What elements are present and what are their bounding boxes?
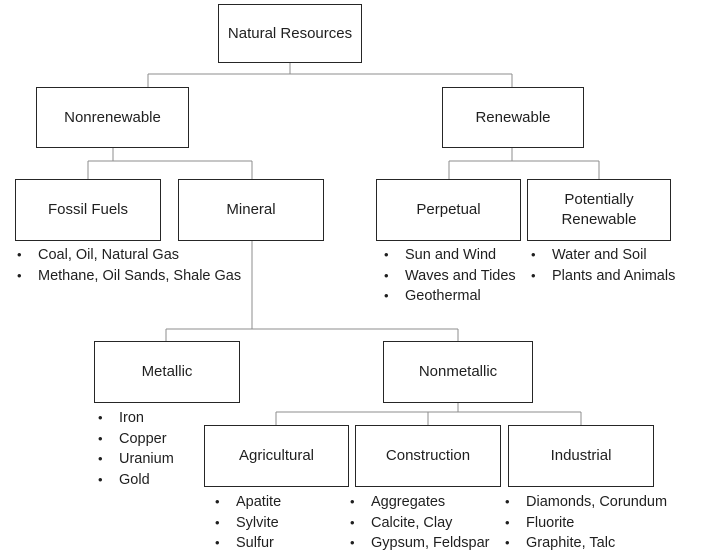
list-item: Gypsum, Feldspar <box>348 533 489 554</box>
node-natural-resources: Natural Resources <box>218 4 362 63</box>
list-item: Methane, Oil Sands, Shale Gas <box>15 266 241 287</box>
node-renewable-label: Renewable <box>475 108 551 126</box>
list-item: Graphite, Talc <box>503 533 667 554</box>
node-natural-resources-label: Natural Resources <box>227 24 353 42</box>
node-nonrenewable: Nonrenewable <box>36 87 189 148</box>
node-perpetual-label: Perpetual <box>416 201 481 218</box>
list-item: Apatite <box>213 492 281 513</box>
node-metallic-label: Metallic <box>141 363 193 380</box>
list-item: Diamonds, Corundum <box>503 492 667 513</box>
list-potentially-renewable: Water and Soil Plants and Animals <box>529 245 675 286</box>
node-mineral: Mineral <box>178 179 324 241</box>
list-agricultural: Apatite Sylvite Sulfur <box>213 492 281 554</box>
list-fossil-fuels: Coal, Oil, Natural Gas Methane, Oil Sand… <box>15 245 241 286</box>
node-construction-label: Construction <box>385 447 471 464</box>
list-item: Waves and Tides <box>382 266 516 287</box>
list-industrial: Diamonds, Corundum Fluorite Graphite, Ta… <box>503 492 667 554</box>
node-agricultural: Agricultural <box>204 425 349 487</box>
list-item: Iron <box>96 408 174 429</box>
node-fossil-fuels: Fossil Fuels <box>15 179 161 241</box>
node-fossil-fuels-label: Fossil Fuels <box>47 201 129 218</box>
list-item: Gold <box>96 470 174 491</box>
node-nonrenewable-label: Nonrenewable <box>64 108 161 126</box>
node-metallic: Metallic <box>94 341 240 403</box>
node-industrial: Industrial <box>508 425 654 487</box>
list-metallic: Iron Copper Uranium Gold <box>96 408 174 490</box>
node-agricultural-label: Agricultural <box>238 447 315 464</box>
list-item: Sulfur <box>213 533 281 554</box>
list-item: Sylvite <box>213 513 281 534</box>
node-industrial-label: Industrial <box>550 447 612 464</box>
list-item: Fluorite <box>503 513 667 534</box>
list-item: Coal, Oil, Natural Gas <box>15 245 241 266</box>
list-item: Geothermal <box>382 286 516 307</box>
list-item: Plants and Animals <box>529 266 675 287</box>
list-perpetual: Sun and Wind Waves and Tides Geothermal <box>382 245 516 307</box>
node-potentially-renewable-label-line1: Potentially <box>564 191 634 208</box>
node-mineral-label: Mineral <box>226 201 276 218</box>
node-potentially-renewable: Potentially Renewable <box>527 179 671 241</box>
node-perpetual: Perpetual <box>376 179 521 241</box>
list-item: Calcite, Clay <box>348 513 489 534</box>
node-construction: Construction <box>355 425 501 487</box>
node-nonmetallic-label: Nonmetallic <box>418 363 498 380</box>
list-item: Aggregates <box>348 492 489 513</box>
node-potentially-renewable-label-line2: Renewable <box>561 211 637 228</box>
list-item: Copper <box>96 429 174 450</box>
list-item: Sun and Wind <box>382 245 516 266</box>
node-renewable: Renewable <box>442 87 584 148</box>
node-nonmetallic: Nonmetallic <box>383 341 533 403</box>
list-item: Water and Soil <box>529 245 675 266</box>
list-construction: Aggregates Calcite, Clay Gypsum, Feldspa… <box>348 492 489 554</box>
list-item: Uranium <box>96 449 174 470</box>
